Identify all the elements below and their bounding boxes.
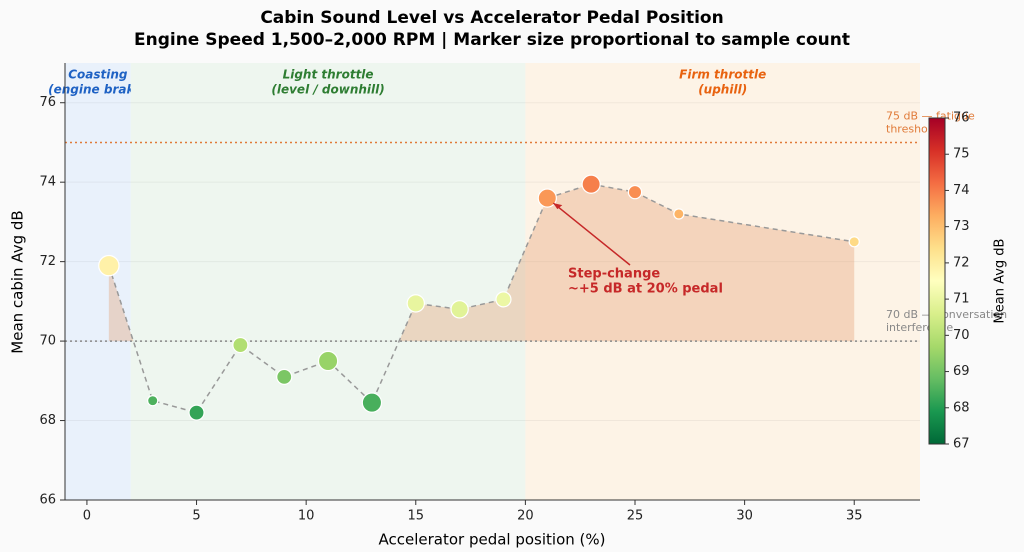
- chart-subtitle: Engine Speed 1,500–2,000 RPM | Marker si…: [134, 30, 850, 50]
- colorbar-tick-label: 68: [953, 400, 970, 415]
- marker: [581, 174, 601, 194]
- region: [65, 63, 131, 500]
- x-axis-label: Accelerator pedal position (%): [378, 531, 605, 549]
- threshold-label: threshold: [886, 122, 938, 135]
- colorbar: [928, 117, 946, 445]
- marker: [537, 188, 557, 208]
- region: [130, 63, 526, 500]
- region-label: (engine brake): [48, 83, 148, 97]
- annotation-arrow: [552, 202, 631, 266]
- marker: [848, 236, 860, 248]
- colorbar-tick-label: 72: [953, 255, 970, 270]
- y-tick-label: 66: [39, 493, 56, 508]
- x-tick-label: 30: [736, 509, 753, 524]
- data-line: [108, 183, 855, 414]
- annotation-text: ~+5 dB at 20% pedal: [568, 282, 723, 297]
- region-label: (level / downhill): [271, 83, 384, 97]
- region-label: Firm throttle: [679, 68, 766, 82]
- y-tick-label: 76: [39, 95, 56, 110]
- colorbar-tick-label: 69: [953, 364, 970, 379]
- colorbar-tick-label: 67: [953, 437, 970, 452]
- y-tick-label: 70: [39, 334, 56, 349]
- chart-title: Cabin Sound Level vs Accelerator Pedal P…: [260, 8, 723, 28]
- marker: [317, 350, 339, 372]
- x-tick-label: 0: [83, 509, 91, 524]
- arrow-head: [553, 203, 563, 210]
- colorbar-tick-label: 73: [953, 219, 970, 234]
- colorbar-tick-label: 71: [953, 292, 970, 307]
- threshold-label: 70 dB — conversation: [886, 308, 1007, 321]
- threshold-label: 75 dB — fatigue: [886, 109, 975, 122]
- y-tick-label: 68: [39, 413, 56, 428]
- marker: [188, 404, 205, 421]
- region-label: Coasting: [68, 68, 128, 82]
- region-label: Light throttle: [283, 68, 374, 82]
- marker: [627, 184, 643, 200]
- x-tick-label: 20: [517, 509, 534, 524]
- marker: [98, 254, 120, 277]
- x-tick-label: 10: [298, 509, 315, 524]
- y-tick-label: 74: [39, 175, 56, 190]
- colorbar-tick-label: 75: [953, 147, 970, 162]
- x-tick-label: 5: [192, 509, 200, 524]
- x-tick-label: 35: [846, 509, 863, 524]
- region-label: (uphill): [698, 83, 747, 97]
- marker: [361, 392, 383, 413]
- colorbar-tick-label: 74: [953, 183, 970, 198]
- marker: [495, 291, 512, 308]
- colorbar-tick-label: 70: [953, 328, 970, 343]
- colorbar-label: Mean Avg dB: [993, 239, 1008, 324]
- colorbar-tick-label: 76: [953, 111, 970, 126]
- marker: [147, 395, 159, 407]
- marker: [406, 294, 425, 313]
- marker: [232, 336, 249, 354]
- annotation-text: Step-change: [568, 267, 660, 282]
- x-tick-label: 15: [407, 509, 424, 524]
- y-axis-label: Mean cabin Avg dB: [9, 210, 27, 353]
- region: [525, 63, 920, 500]
- x-tick-label: 25: [627, 509, 644, 524]
- marker: [450, 300, 469, 319]
- marker: [276, 368, 293, 385]
- y-tick-label: 72: [39, 254, 56, 269]
- marker: [673, 208, 685, 220]
